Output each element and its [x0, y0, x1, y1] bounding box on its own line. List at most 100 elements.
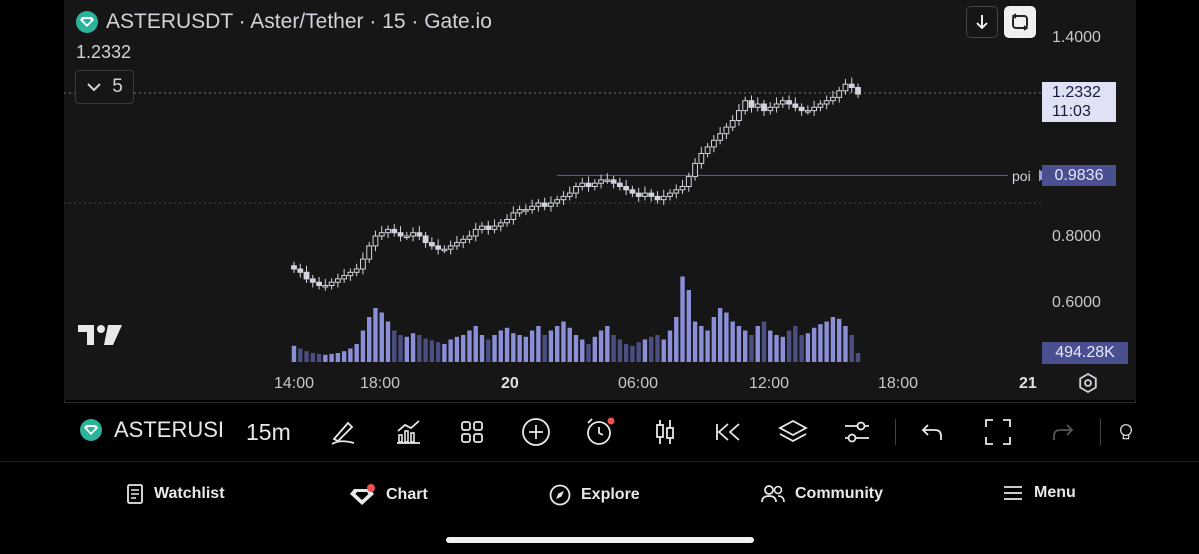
volume-bar	[617, 339, 623, 362]
candle-body	[648, 192, 655, 197]
symbol-title[interactable]: ASTERUSDT · Aster/Tether · 15 · Gate.io	[76, 10, 492, 34]
x-tick-label: 18:00	[360, 375, 401, 392]
volume-bar	[692, 321, 698, 362]
candle-body	[353, 268, 360, 273]
nav-explore-label: Explore	[581, 486, 640, 503]
volume-bar	[667, 330, 673, 362]
candle-body	[817, 103, 824, 108]
candle-body	[742, 100, 749, 112]
chevron-down-icon	[86, 76, 102, 98]
candle-body	[836, 90, 843, 98]
volume-bar	[642, 339, 648, 362]
candle-body	[685, 176, 692, 188]
candle-body	[566, 192, 573, 197]
layers-icon[interactable]	[776, 415, 810, 449]
nav-chart[interactable]: Chart	[350, 484, 428, 506]
volume-bar	[567, 327, 572, 362]
volume-bar	[410, 333, 416, 362]
redo-icon[interactable]	[1045, 415, 1079, 449]
candle-body	[316, 281, 322, 287]
nav-watchlist[interactable]: Watchlist	[126, 484, 225, 504]
volume-bar	[492, 335, 497, 362]
volume-bar	[316, 353, 322, 362]
volume-bar	[686, 290, 691, 362]
candle-body	[435, 245, 442, 250]
arrow-down-icon	[976, 15, 988, 30]
candle-type-icon[interactable]	[648, 415, 682, 449]
candle-body	[441, 248, 448, 252]
collapse-indicators-button[interactable]: 5	[75, 70, 134, 104]
watchlist-icon	[127, 484, 143, 504]
candle-body	[516, 209, 523, 214]
draw-icon[interactable]	[326, 415, 360, 449]
candle-body	[360, 258, 366, 270]
add-icon[interactable]	[519, 415, 553, 449]
volume-bar	[542, 335, 547, 362]
x-tick-label: 20	[501, 375, 519, 392]
candle-body	[623, 186, 630, 191]
poi-price-tag: 0.9836	[1042, 165, 1116, 186]
volume-bar	[799, 335, 804, 362]
volume-bar	[743, 330, 748, 362]
toolbar-symbol-label: ASTERUSI	[114, 417, 225, 442]
nav-explore[interactable]: Explore	[549, 484, 640, 506]
tradingview-logo-icon[interactable]	[78, 323, 122, 352]
volume-bar	[498, 330, 503, 362]
replay-icon[interactable]	[712, 415, 746, 449]
candle-body	[598, 179, 604, 184]
candle-body	[629, 189, 636, 194]
indicators-icon[interactable]	[391, 415, 425, 449]
volume-bar	[736, 326, 742, 362]
fullscreen-icon[interactable]	[981, 415, 1015, 449]
price-plot[interactable]	[64, 0, 1136, 400]
chart-pane[interactable]	[64, 0, 1136, 400]
home-indicator	[446, 537, 754, 543]
candle-body	[717, 133, 724, 141]
volume-bar	[517, 335, 522, 362]
candle-body	[378, 232, 385, 237]
last-price-value: 1.2332	[1052, 84, 1101, 101]
volume-bar	[523, 336, 529, 362]
candle-body	[472, 228, 479, 237]
volume-bar	[636, 342, 641, 362]
candle-body	[692, 162, 698, 178]
candle-body	[754, 103, 761, 108]
sync-button[interactable]	[1004, 6, 1036, 38]
candle-body	[347, 271, 354, 277]
settings-sliders-icon[interactable]	[840, 415, 874, 449]
toolbar-interval-button[interactable]: 15m	[246, 419, 291, 445]
volume-bar	[680, 276, 685, 362]
volume-bar	[461, 335, 466, 362]
volume-bar	[573, 335, 579, 362]
volume-bar	[655, 335, 660, 362]
volume-bar	[768, 330, 773, 362]
header-price: 1.2332	[76, 42, 132, 62]
candle-body	[416, 232, 423, 237]
community-icon	[761, 485, 785, 503]
templates-icon[interactable]	[455, 415, 489, 449]
nav-community[interactable]: Community	[761, 484, 883, 504]
toolbar-separator	[1100, 419, 1101, 445]
candle-body	[522, 209, 529, 212]
candle-body	[497, 222, 504, 227]
candle-body	[604, 179, 611, 182]
candle-body	[679, 186, 686, 191]
candle-body	[297, 268, 304, 273]
alert-icon[interactable]	[583, 415, 617, 449]
candle-body	[654, 195, 661, 201]
lightbulb-icon[interactable]	[1116, 415, 1136, 449]
volume-bar	[630, 345, 635, 362]
nav-menu[interactable]: Menu	[1002, 484, 1076, 502]
x-tick-label: 18:00	[878, 375, 919, 392]
undo-icon[interactable]	[916, 415, 950, 449]
toolbar-symbol-button[interactable]: ASTERUSI	[80, 417, 224, 443]
volume-bar	[348, 348, 353, 362]
chart-settings-icon[interactable]	[1077, 372, 1099, 399]
scroll-to-latest-button[interactable]	[966, 6, 998, 38]
candle-body	[391, 228, 398, 234]
volume-bar	[598, 330, 604, 362]
volume-bar	[649, 336, 654, 362]
candle-body	[761, 103, 767, 112]
volume-bar	[335, 353, 341, 362]
volume-bar	[699, 326, 704, 362]
